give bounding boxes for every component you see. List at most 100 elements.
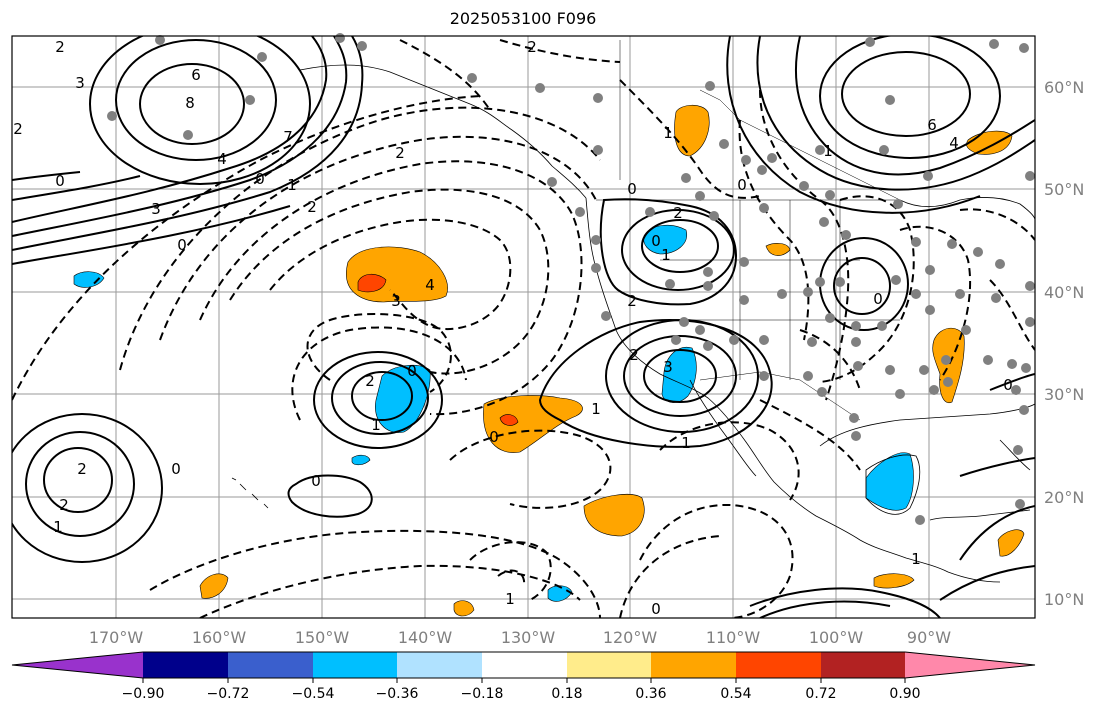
contour-label: 0 <box>407 362 417 380</box>
contour-label: 2 <box>627 292 637 310</box>
contour-label: 0 <box>651 600 661 618</box>
contour-label: 0 <box>651 232 661 250</box>
negative-anomaly-area <box>375 364 431 433</box>
lat-tick-label: 50°N <box>1044 180 1084 199</box>
positive-anomaly-area <box>583 493 645 537</box>
graticule <box>12 36 1035 618</box>
positive-anomaly-area <box>997 529 1025 557</box>
station-markers <box>107 33 1035 525</box>
lat-tick-label: 60°N <box>1044 78 1084 97</box>
colorbar-swatch <box>397 652 482 678</box>
negative-anomaly-area <box>351 454 371 466</box>
contour-label: 3 <box>151 200 161 218</box>
lat-tick-label: 10°N <box>1044 590 1084 609</box>
lon-tick-label: 110°W <box>706 628 761 647</box>
colorbar-tick-label: −0.18 <box>461 686 504 702</box>
contour-label: 1 <box>823 142 833 160</box>
colorbar: −0.90 −0.72 −0.54 −0.36 −0.18 0.18 0.36 … <box>11 651 1036 702</box>
colorbar-swatch <box>143 652 228 678</box>
contour-label: 7 <box>283 128 293 146</box>
contour-label: 0 <box>1003 376 1013 394</box>
lat-tick-label: 30°N <box>1044 385 1084 404</box>
contour-label: 1 <box>591 400 601 418</box>
lon-tick-label: 140°W <box>398 628 453 647</box>
map-title: 2025053100 F096 <box>449 9 597 28</box>
contour-label: 1 <box>663 124 673 142</box>
colorbar-tick-label: −0.36 <box>376 686 419 702</box>
map-frame <box>11 35 1036 619</box>
colorbar-tick-label: 0.90 <box>889 686 920 702</box>
contour-label: 3 <box>75 74 85 92</box>
lon-tick-label: 160°W <box>192 628 247 647</box>
colorbar-tick-label: −0.72 <box>207 686 250 702</box>
contour-label: 2 <box>527 38 537 56</box>
contour-label: 1 <box>661 246 671 264</box>
contour-label: 0 <box>171 460 181 478</box>
contour-label: 4 <box>217 150 227 168</box>
map-area <box>12 36 1035 618</box>
contour-label: 0 <box>177 236 187 254</box>
contour-label: 2 <box>59 496 69 514</box>
lon-tick-label: 90°W <box>907 628 951 647</box>
contour-label: 1 <box>681 434 691 452</box>
contour-label: 0 <box>311 472 321 490</box>
colorbar-swatch <box>482 652 567 678</box>
lon-tick-label: 130°W <box>501 628 556 647</box>
colorbar-tick-label: 0.18 <box>551 686 582 702</box>
colorbar-swatch <box>736 652 821 678</box>
positive-anomaly-area <box>674 104 710 157</box>
negative-anomaly-area <box>73 271 105 288</box>
colorbar-tick-label: 0.36 <box>635 686 666 702</box>
colorbar-swatch <box>313 652 397 678</box>
negative-anomaly-area <box>547 585 573 602</box>
negative-anomaly-area <box>865 452 914 511</box>
contour-label: 6 <box>927 116 937 134</box>
contour-lines-dashed <box>12 39 1035 618</box>
positive-anomaly-area <box>199 573 229 599</box>
colorbar-swatch <box>228 652 313 678</box>
contour-label: 2 <box>365 372 375 390</box>
contour-label: 1 <box>371 416 381 434</box>
contour-label: 2 <box>307 198 317 216</box>
lon-tick-label: 150°W <box>295 628 350 647</box>
latitude-tick-labels: 60°N 50°N 40°N 30°N 20°N 10°N <box>1044 78 1084 609</box>
contour-label: 0 <box>489 428 499 446</box>
colorbar-swatch <box>651 652 736 678</box>
colorbar-swatch <box>567 652 651 678</box>
contour-label: 2 <box>13 120 23 138</box>
colorbar-tick-label: −0.90 <box>122 686 165 702</box>
lat-tick-label: 40°N <box>1044 283 1084 302</box>
contour-label: 1 <box>287 176 297 194</box>
contour-label: 0 <box>255 170 265 188</box>
political-borders <box>596 40 901 421</box>
colorbar-tick-label: 0.54 <box>720 686 751 702</box>
colorbar-tick-label: −0.54 <box>292 686 335 702</box>
contour-label: 3 <box>663 358 673 376</box>
contour-label: 2 <box>395 144 405 162</box>
contour-label: 2 <box>629 346 639 364</box>
contour-label: 1 <box>505 590 515 608</box>
contour-label: 1 <box>53 518 63 536</box>
colorbar-swatch <box>821 652 905 678</box>
strong-positive-anomaly-area <box>499 414 519 426</box>
negative-anomaly-area <box>643 224 687 255</box>
positive-anomaly-area <box>483 395 583 453</box>
contour-label: 3 <box>391 292 401 310</box>
contour-label: 2 <box>77 460 87 478</box>
colorbar-tick-label: 0.72 <box>805 686 836 702</box>
contour-label: 8 <box>185 94 195 112</box>
contour-labels: 2 6 8 3 7 2 4 0 1 2 3 0 2 0 3 4 2 0 1 0 … <box>13 38 1013 618</box>
contour-label: 4 <box>425 276 435 294</box>
colorbar-swatch <box>905 652 1035 678</box>
contour-label: 0 <box>873 290 883 308</box>
contour-label: 2 <box>673 204 683 222</box>
lat-tick-label: 20°N <box>1044 488 1084 507</box>
contour-label: 6 <box>191 66 201 84</box>
coastlines <box>231 64 1035 583</box>
contour-lines-solid <box>12 36 1035 618</box>
strong-positive-anomaly-area <box>357 273 387 293</box>
lon-tick-label: 100°W <box>809 628 864 647</box>
lon-tick-label: 120°W <box>603 628 658 647</box>
lon-tick-label: 170°W <box>89 628 144 647</box>
